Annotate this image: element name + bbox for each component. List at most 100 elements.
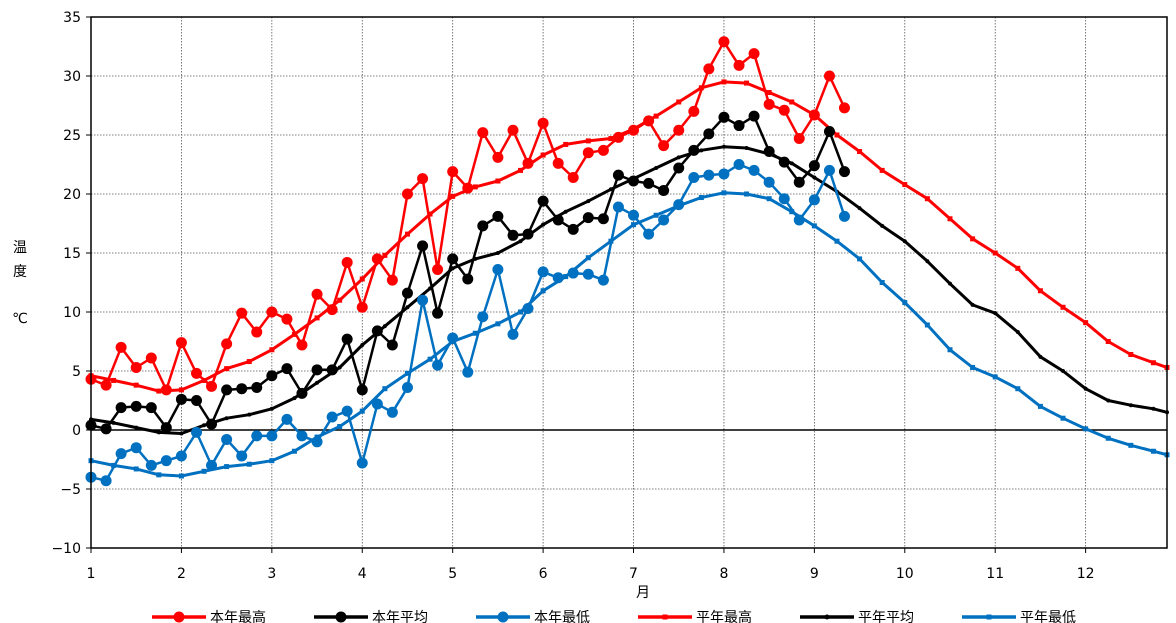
data-point [472,330,478,336]
data-point [748,48,760,60]
data-point [386,406,398,418]
data-point [857,256,863,262]
legend-label: 本年最高 [210,609,266,623]
data-point [450,266,455,271]
data-point [130,400,142,412]
data-point [789,209,795,215]
data-point [133,382,139,388]
data-point [447,332,459,344]
data-point [766,196,772,202]
data-point [834,132,840,138]
data-point [823,125,835,137]
data-point [206,459,218,471]
data-point [266,430,278,442]
data-point [718,36,730,48]
data-point [224,464,230,470]
data-point [221,384,233,396]
data-point [585,255,591,261]
data-point [857,206,862,211]
data-point [992,374,998,380]
data-point [175,450,187,462]
legend-swatch-marker [986,614,992,620]
data-point [823,70,835,82]
data-point [718,168,730,180]
data-point [673,124,685,136]
data-point [341,256,353,268]
data-point [1038,354,1043,359]
data-point [628,209,640,221]
data-point [477,311,489,323]
data-point [175,337,187,349]
y-tick-label: −10 [51,541,81,557]
data-point [100,423,112,435]
data-point [703,63,715,75]
series-2 [85,110,850,435]
data-point [145,402,157,414]
data-point [246,461,252,467]
grid [90,16,1167,549]
data-point [643,177,655,189]
legend-item-1: 本年最高 [152,609,266,623]
data-point [236,450,248,462]
data-point [495,321,501,327]
data-point [432,359,444,371]
data-point [970,236,976,242]
legend-label: 平年最高 [696,609,752,623]
data-point [778,193,790,205]
legend-swatch-marker [497,611,509,623]
data-point [658,184,670,196]
data-point [269,458,275,464]
data-point [337,423,343,429]
data-point [924,196,930,202]
data-point [111,377,117,383]
data-point [541,222,546,227]
data-point [472,184,478,190]
data-point [450,193,456,199]
data-point [111,420,116,425]
data-point [341,405,353,417]
data-point [314,315,320,321]
data-point [296,387,308,399]
data-point [447,166,459,178]
data-point [537,195,549,207]
data-point [371,253,383,265]
data-point [266,306,278,318]
data-point [359,408,365,414]
data-point [582,147,594,159]
data-point [1128,403,1133,408]
data-point [507,229,519,241]
data-point [179,431,184,436]
x-tick-label: 7 [629,566,638,582]
data-point [721,144,726,149]
data-point [296,339,308,351]
data-point [236,307,248,319]
data-point [567,171,579,183]
data-point [191,426,203,438]
data-point [417,173,429,185]
y-tick-label: 10 [63,305,81,321]
data-point [763,98,775,110]
data-point [337,297,343,303]
data-point [608,136,614,142]
data-point [721,190,727,196]
legend-label: 平年最低 [1020,610,1076,623]
data-point [360,343,365,348]
x-tick-label: 2 [177,566,186,582]
data-point [236,383,248,395]
data-point [789,161,794,166]
data-point [643,115,655,127]
data-point [507,328,519,340]
data-point [326,364,338,376]
data-point [492,151,504,163]
data-point [808,109,820,121]
data-point [744,145,749,150]
data-point [586,199,591,204]
data-point [947,347,953,353]
data-point [947,216,953,222]
data-point [134,425,139,430]
data-point [175,393,187,405]
data-point [811,223,817,229]
data-point [281,313,293,325]
data-point [857,149,863,155]
data-point [1015,386,1021,392]
